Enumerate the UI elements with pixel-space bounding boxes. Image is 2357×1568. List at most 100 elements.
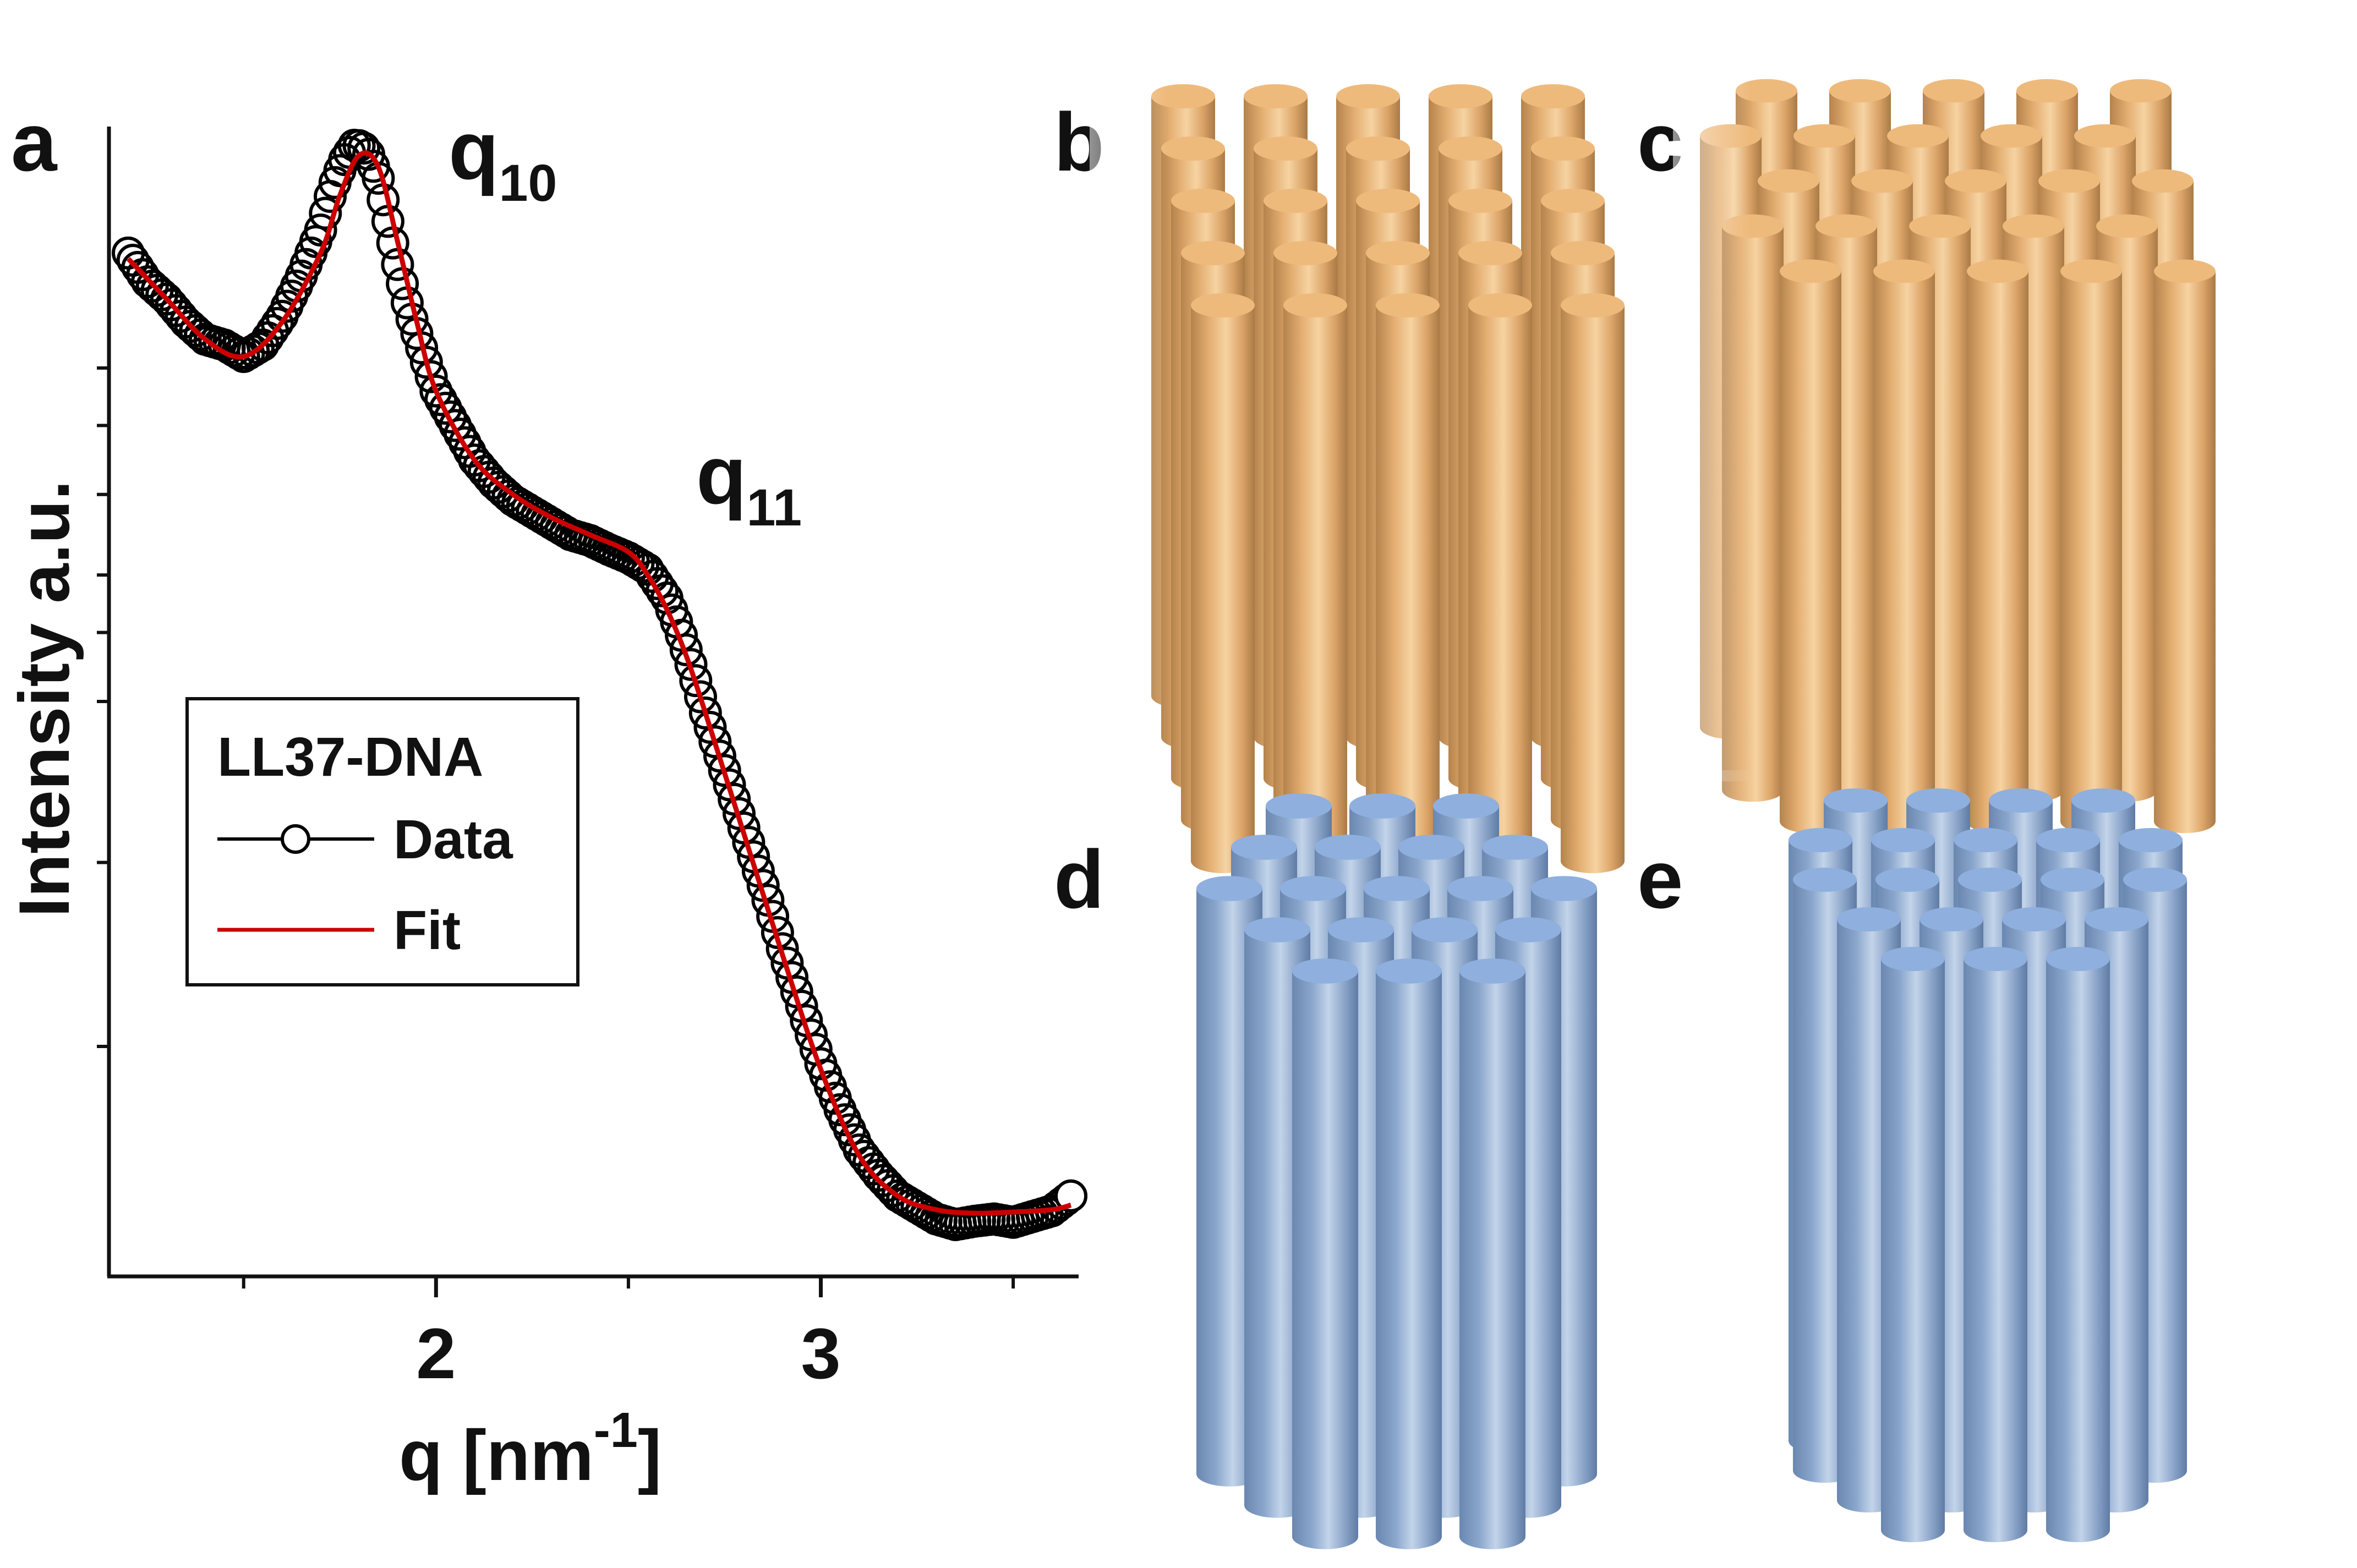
panel-label-e: e [1637, 833, 1683, 925]
cylinder-side [1561, 305, 1625, 874]
cylinder-top [1531, 876, 1597, 901]
data-point [698, 725, 732, 759]
cylinder-top [1346, 136, 1410, 161]
cylinder-top [1561, 293, 1625, 318]
data-point [713, 768, 746, 802]
data-point [765, 932, 799, 966]
legend-entry-fit: Fit [393, 900, 461, 961]
data-point [371, 205, 404, 238]
cylinder-top [2132, 169, 2194, 193]
panel-c-hexagonal-lattice-gold [1673, 66, 2216, 834]
cylinder-side [1967, 271, 2028, 834]
cylinder-side [1292, 971, 1358, 1549]
data-point [693, 711, 727, 744]
cylinder-side [1881, 959, 1945, 1543]
data-point [669, 633, 703, 666]
cylinder-top [2060, 259, 2122, 283]
cylinder-top [2016, 79, 2078, 103]
cylinder-side [1459, 971, 1525, 1549]
cylinder-top [1909, 214, 1971, 238]
cylinder-top [1366, 240, 1430, 266]
data-point [414, 360, 448, 393]
data-point [304, 213, 337, 247]
depth-haze [1106, 770, 1271, 1485]
data-point [674, 648, 708, 681]
peak-q11-letter: q [696, 429, 747, 521]
panel-label-a: a [11, 96, 58, 188]
cylinder [1468, 293, 1532, 874]
cylinder-top [2046, 946, 2110, 972]
cylinder [2046, 946, 2110, 1543]
fit-curve-line [126, 150, 1072, 1216]
depth-haze [1673, 66, 1893, 781]
data-point [665, 618, 698, 652]
data-point [727, 811, 761, 845]
panel-d-square-bundle-blue [1106, 770, 1597, 1549]
data-point [386, 267, 419, 300]
peak-q10-letter: q [449, 104, 499, 196]
cylinder-top [1376, 293, 1440, 318]
cylinder-top [1398, 835, 1464, 860]
x-tick-label: 3 [801, 1313, 840, 1394]
cylinder-side [2060, 271, 2122, 834]
x-ticks [242, 1276, 1015, 1297]
data-point-last [1054, 1179, 1088, 1213]
cylinder-top [1919, 907, 1983, 932]
cylinder-top [2041, 867, 2104, 892]
legend-box [185, 697, 579, 986]
data-point [688, 696, 722, 730]
cylinder-top [1881, 946, 1945, 972]
x-tick-label: 2 [416, 1313, 456, 1394]
cylinder-top [1871, 827, 1935, 853]
peak-q11-sub: 11 [747, 479, 802, 537]
data-series-points [112, 129, 1088, 1241]
cylinder-top [1336, 84, 1400, 109]
depth-haze [1090, 66, 1310, 781]
data-point [679, 664, 713, 698]
legend-title: LL37-DNA [217, 726, 483, 788]
data-point [347, 131, 381, 165]
x-axis-label: q [nm-1] [399, 1403, 661, 1495]
cylinder-top [1964, 946, 2027, 972]
cylinder-top [2074, 124, 2136, 148]
data-point [718, 782, 751, 816]
cylinder-side [2154, 271, 2216, 834]
cylinder-top [1266, 793, 1332, 819]
cylinder-top [1495, 917, 1561, 942]
cylinder-top [1954, 827, 2017, 853]
depth-haze [1695, 770, 1860, 1485]
cylinder-top [2085, 907, 2148, 932]
legend-entry-data: Data [393, 809, 513, 870]
cylinder-top [1906, 788, 1970, 813]
panel-b-square-lattice-gold [1090, 66, 1625, 874]
cylinder-side [2046, 959, 2110, 1543]
cylinder-top [2154, 259, 2216, 283]
data-point [444, 418, 477, 451]
x-axis-label-sup: -1 [594, 1403, 638, 1458]
legend-data-marker [281, 824, 310, 854]
data-point [684, 680, 717, 714]
cylinder-top [1439, 136, 1502, 161]
x-axis-label-end: ] [638, 1415, 661, 1495]
data-point [708, 754, 741, 787]
cylinder-top [1292, 958, 1358, 984]
peak-label-q11: q11 [696, 429, 802, 537]
cylinder-top [1958, 867, 2022, 892]
data-point [309, 196, 342, 230]
cylinder-top [1328, 917, 1394, 942]
y-axis-label: Intensity a.u. [4, 480, 84, 918]
cylinder-top [1887, 124, 1949, 148]
cylinder [2060, 259, 2122, 834]
cylinder-top [1981, 124, 2042, 148]
cylinder-top [1458, 240, 1522, 266]
cylinder-top [2071, 788, 2135, 813]
cylinder-top [2036, 827, 2100, 853]
cylinder [1967, 259, 2028, 834]
cylinder-top [1531, 136, 1595, 161]
peak-label-q10: q10 [449, 104, 557, 212]
cylinder [1376, 293, 1440, 874]
cylinder-top [2002, 907, 2066, 932]
peak-q10-sub: 10 [499, 154, 557, 212]
